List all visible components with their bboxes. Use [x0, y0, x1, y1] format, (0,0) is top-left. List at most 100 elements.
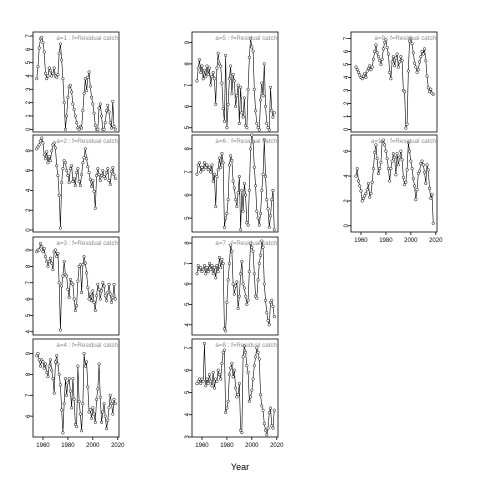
data-point [419, 162, 423, 166]
data-point [378, 59, 382, 63]
data-point [77, 179, 81, 184]
data-point [55, 75, 59, 79]
data-point [266, 319, 270, 323]
x-tick-label: 2020 [429, 238, 443, 244]
data-point [370, 65, 374, 69]
data-point [214, 205, 218, 209]
data-point [220, 151, 224, 156]
data-point [68, 167, 72, 171]
data-point [55, 255, 59, 259]
data-point [386, 167, 390, 171]
data-point [86, 165, 90, 169]
data-point [206, 168, 210, 172]
data-point [249, 241, 253, 245]
data-point [429, 87, 433, 91]
data-point [375, 157, 379, 161]
data-point [63, 161, 67, 165]
y-tick-label: 4 [185, 322, 191, 326]
data-point [230, 158, 234, 162]
data-point [371, 57, 375, 61]
data-point [90, 416, 94, 420]
data-point [68, 83, 72, 87]
data-point [231, 179, 235, 183]
data-point [80, 173, 84, 177]
data-point [400, 59, 404, 63]
y-tick-label: 2 [344, 101, 350, 105]
data-point [90, 95, 94, 99]
data-point [265, 121, 269, 126]
data-point [408, 39, 412, 43]
data-point [250, 133, 254, 137]
data-point [47, 259, 51, 264]
data-point [216, 368, 220, 372]
data-point [73, 308, 77, 313]
data-point [217, 373, 221, 377]
data-point [71, 377, 75, 381]
data-point [395, 152, 399, 156]
data-point [108, 121, 112, 125]
data-point [424, 59, 428, 63]
data-point [46, 74, 50, 78]
data-point [234, 104, 238, 109]
x-tick-label: 2000 [404, 238, 418, 244]
data-point [225, 126, 229, 130]
data-point [61, 274, 65, 278]
data-point [106, 103, 110, 107]
data-point [81, 161, 85, 165]
data-point [68, 277, 72, 282]
data-point [35, 77, 39, 81]
data-point [217, 255, 221, 259]
data-point [199, 266, 203, 270]
data-point [108, 182, 112, 187]
data-point [365, 69, 369, 73]
data-point [391, 152, 395, 156]
data-point [37, 143, 41, 147]
data-point [385, 157, 389, 161]
panel-1-title: a=1 : f=Residual catch [56, 35, 118, 42]
data-point [225, 300, 229, 304]
data-point [57, 281, 61, 285]
data-point [237, 381, 241, 386]
data-point [104, 299, 109, 303]
data-point [104, 427, 109, 431]
data-point [250, 45, 254, 49]
data-point [263, 298, 268, 302]
data-point [45, 77, 49, 81]
data-point [262, 282, 266, 286]
data-point [404, 180, 408, 184]
data-point [83, 77, 87, 81]
data-point [224, 216, 228, 220]
data-point [371, 167, 375, 171]
data-point [422, 170, 427, 174]
data-point [388, 179, 392, 183]
data-point [60, 408, 64, 412]
data-point [111, 412, 115, 416]
data-point [236, 191, 240, 195]
data-point [257, 223, 261, 227]
data-point [415, 188, 419, 192]
data-point [379, 62, 383, 67]
data-point [409, 159, 413, 163]
data-point [239, 272, 243, 276]
data-point [103, 414, 107, 418]
data-point [429, 196, 433, 200]
y-tick-label: 7 [26, 34, 32, 38]
data-point [62, 101, 66, 105]
data-point [67, 377, 71, 381]
data-point [47, 155, 51, 159]
y-tick-label: 6 [185, 193, 191, 197]
data-point [101, 410, 105, 414]
data-point [364, 75, 368, 80]
data-point [221, 161, 225, 165]
data-point [91, 406, 95, 410]
data-point [209, 83, 213, 87]
data-point [360, 77, 364, 81]
data-point [229, 64, 233, 68]
data-point [201, 268, 205, 272]
y-tick-label: 5 [26, 60, 32, 64]
data-point [259, 253, 263, 257]
panel-4-frame [32, 338, 120, 438]
data-point [62, 259, 66, 264]
data-point [72, 177, 76, 181]
data-point [78, 183, 82, 188]
